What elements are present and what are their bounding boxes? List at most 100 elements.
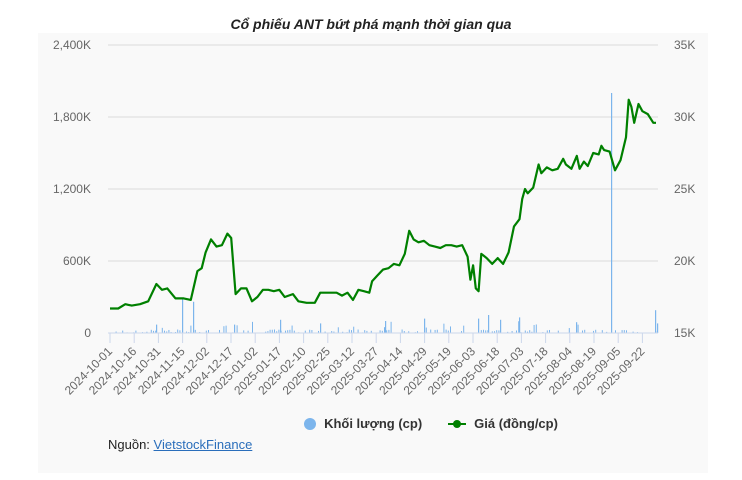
volume-bar — [385, 321, 387, 333]
volume-bar — [291, 325, 293, 333]
right-axis-tick-label: 30K — [674, 110, 695, 124]
volume-bar — [485, 330, 487, 333]
volume-bar — [271, 329, 273, 333]
volume-bars — [109, 93, 659, 333]
volume-bar — [621, 330, 623, 333]
volume-bar — [155, 330, 157, 333]
volume-bar — [447, 330, 449, 333]
volume-bar — [247, 330, 249, 333]
volume-bar — [519, 317, 521, 333]
volume-bar — [601, 330, 603, 333]
left-axis-tick-label: 2,400K — [53, 38, 91, 52]
gridlines — [108, 44, 658, 262]
x-axis-ticks: 2024-10-012024-10-162024-10-312024-11-15… — [62, 333, 648, 398]
volume-bar — [243, 330, 245, 333]
volume-bar — [615, 330, 616, 333]
volume-bar — [280, 319, 282, 333]
volume-bar — [304, 330, 306, 333]
volume-bar — [507, 331, 509, 333]
volume-bar — [425, 327, 427, 333]
legend-item-volume[interactable]: Khối lượng (cp) — [304, 416, 422, 431]
volume-bar — [337, 327, 339, 333]
right-axis-tick-label: 20K — [674, 254, 695, 268]
volume-bar — [494, 331, 495, 333]
volume-bar — [557, 330, 559, 333]
volume-bar — [531, 331, 533, 333]
volume-bar — [655, 310, 657, 333]
volume-bar — [584, 329, 586, 333]
volume-bar — [626, 330, 627, 333]
volume-bar — [208, 330, 209, 333]
volume-bar — [252, 321, 253, 333]
volume-bar — [632, 331, 634, 333]
price-line — [110, 98, 656, 310]
volume-bar — [461, 331, 462, 333]
volume-legend-marker-icon — [304, 417, 317, 430]
volume-bar — [491, 331, 493, 333]
volume-bar — [386, 330, 388, 333]
volume-bar — [166, 331, 168, 333]
volume-bar — [443, 323, 445, 333]
volume-bar — [524, 330, 526, 333]
volume-bar — [593, 330, 594, 333]
volume-bar — [219, 329, 220, 333]
volume-bar — [153, 330, 154, 333]
right-axis-labels: 15K 20K 25K 30K 35K — [674, 38, 695, 340]
volume-bar — [527, 331, 528, 333]
volume-bar — [177, 329, 179, 333]
volume-bar — [576, 322, 578, 333]
left-axis-tick-label: 1,200K — [53, 182, 91, 196]
volume-bar — [311, 330, 313, 333]
volume-bar — [351, 330, 352, 333]
volume-bar — [320, 323, 322, 333]
legend-item-price[interactable]: Giá (đồng/cp) — [448, 416, 558, 431]
volume-bar — [179, 330, 181, 333]
volume-bar — [582, 330, 583, 333]
volume-bar — [265, 331, 267, 333]
volume-bar — [384, 327, 385, 333]
volume-bar — [324, 331, 326, 333]
right-axis-tick-label: 15K — [674, 326, 695, 340]
volume-bar — [436, 329, 438, 333]
source-prefix: Nguồn: — [108, 437, 154, 452]
volume-bar — [388, 329, 390, 333]
volume-bar — [278, 329, 280, 333]
volume-bar — [353, 326, 355, 333]
volume-bar — [417, 331, 418, 333]
volume-bar — [568, 328, 570, 333]
volume-bar — [408, 331, 410, 333]
volume-bar — [293, 330, 295, 333]
volume-bar — [595, 329, 597, 333]
volume-bar — [480, 330, 482, 333]
volume-bar — [535, 324, 537, 333]
volume-bar — [318, 330, 319, 333]
volume-bar — [115, 331, 117, 333]
volume-bar — [549, 329, 550, 333]
legend-price-label: Giá (đồng/cp) — [474, 416, 558, 431]
volume-bar — [611, 93, 613, 333]
volume-bar — [390, 321, 392, 333]
volume-bar — [424, 318, 426, 333]
right-axis-tick-label: 25K — [674, 182, 695, 196]
volume-bar — [529, 330, 531, 333]
source-note: Nguồn: VietstockFinance — [108, 437, 252, 452]
volume-bar — [289, 329, 291, 333]
volume-bar — [463, 325, 465, 333]
volume-bar — [379, 330, 381, 333]
volume-bar — [274, 329, 275, 333]
volume-bar — [156, 324, 158, 333]
volume-bar — [168, 329, 170, 333]
volume-bar — [234, 324, 236, 333]
volume-bar — [498, 330, 500, 333]
volume-bar — [269, 329, 271, 333]
volume-bar — [623, 330, 625, 333]
volume-bar — [606, 331, 608, 333]
source-link[interactable]: VietstockFinance — [153, 437, 253, 452]
left-axis-tick-label: 600K — [63, 254, 91, 268]
volume-bar — [287, 330, 289, 333]
volume-bar — [223, 326, 225, 333]
volume-bar — [146, 331, 148, 333]
volume-bar — [205, 330, 207, 333]
volume-bar — [193, 301, 195, 333]
